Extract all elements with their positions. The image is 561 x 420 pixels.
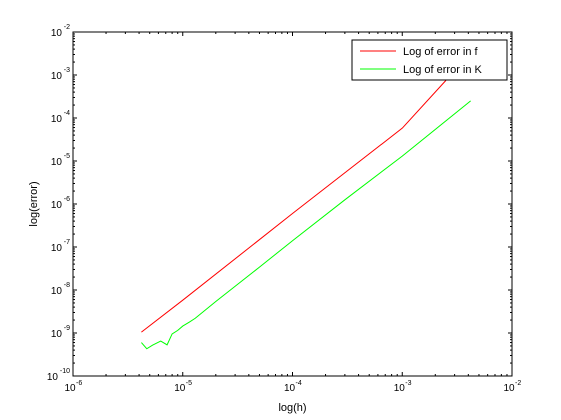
y-tick-label: -810: [51, 282, 70, 297]
y-tick-base: 10: [51, 28, 63, 39]
legend-label-error-k: Log of error in K: [403, 64, 483, 76]
plot-frame: [72, 31, 513, 377]
series-group: [141, 80, 471, 350]
x-tick-base: 10: [174, 383, 186, 394]
y-tick-base: 10: [51, 243, 63, 254]
x-axis-label: log(h): [278, 402, 306, 414]
x-tick-exponent: -3: [405, 380, 411, 387]
y-tick-label: -410: [51, 110, 70, 125]
plot-background: [73, 32, 512, 376]
legend-box: [351, 39, 508, 81]
x-tick-exponent: -4: [296, 380, 302, 387]
y-tick-base: 10: [51, 114, 63, 125]
y-tick-base: 10: [51, 329, 63, 340]
x-tick-exponent: -6: [76, 380, 82, 387]
y-tick-label: -610: [51, 196, 70, 211]
series-line-error-f: [141, 80, 447, 333]
x-tick-base: 10: [503, 383, 515, 394]
legend-label-error-f: Log of error in f: [403, 46, 479, 58]
x-tick-exponent: -5: [186, 380, 192, 387]
series-line-error-k: [141, 100, 471, 350]
x-tick-base: 10: [284, 383, 296, 394]
y-tick-exponent: -4: [64, 110, 70, 117]
y-tick-exponent: -6: [64, 196, 70, 203]
y-tick-exponent: -5: [64, 153, 70, 160]
y-tick-base: 10: [51, 71, 63, 82]
y-tick-label: -310: [51, 67, 70, 82]
tick-labels: 10 -6 10 -5 10 -4 10 -3 10 -2-1010-910-810-710-61…: [47, 24, 521, 394]
y-tick-exponent: -9: [64, 325, 70, 332]
y-tick-label: -710: [51, 239, 70, 254]
y-tick-base: 10: [51, 286, 63, 297]
x-tick-exponent: -2: [515, 380, 521, 387]
y-axis-label: log(error): [28, 181, 40, 226]
y-tick-exponent: -10: [60, 368, 70, 375]
y-tick-label: -210: [51, 24, 70, 39]
y-tick-base: 10: [51, 200, 63, 211]
y-tick-base: 10: [47, 372, 59, 383]
x-tick-base: 10: [64, 383, 76, 394]
x-tick-label: 10 -3: [394, 380, 412, 394]
x-tick-base: 10: [394, 383, 406, 394]
x-tick-label: 10 -6: [64, 380, 82, 394]
y-tick-exponent: -3: [64, 67, 70, 74]
y-tick-exponent: -2: [64, 24, 70, 31]
x-tick-label: 10 -4: [284, 380, 302, 394]
x-tick-label: 10 -2: [503, 380, 521, 394]
y-tick-label: -510: [51, 153, 70, 168]
y-tick-exponent: -8: [64, 282, 70, 289]
y-tick-label: -910: [51, 325, 70, 340]
y-tick-base: 10: [51, 157, 63, 168]
y-tick-exponent: -7: [64, 239, 70, 246]
legend: Log of error in f Log of error in K: [351, 39, 508, 81]
x-tick-label: 10 -5: [174, 380, 192, 394]
